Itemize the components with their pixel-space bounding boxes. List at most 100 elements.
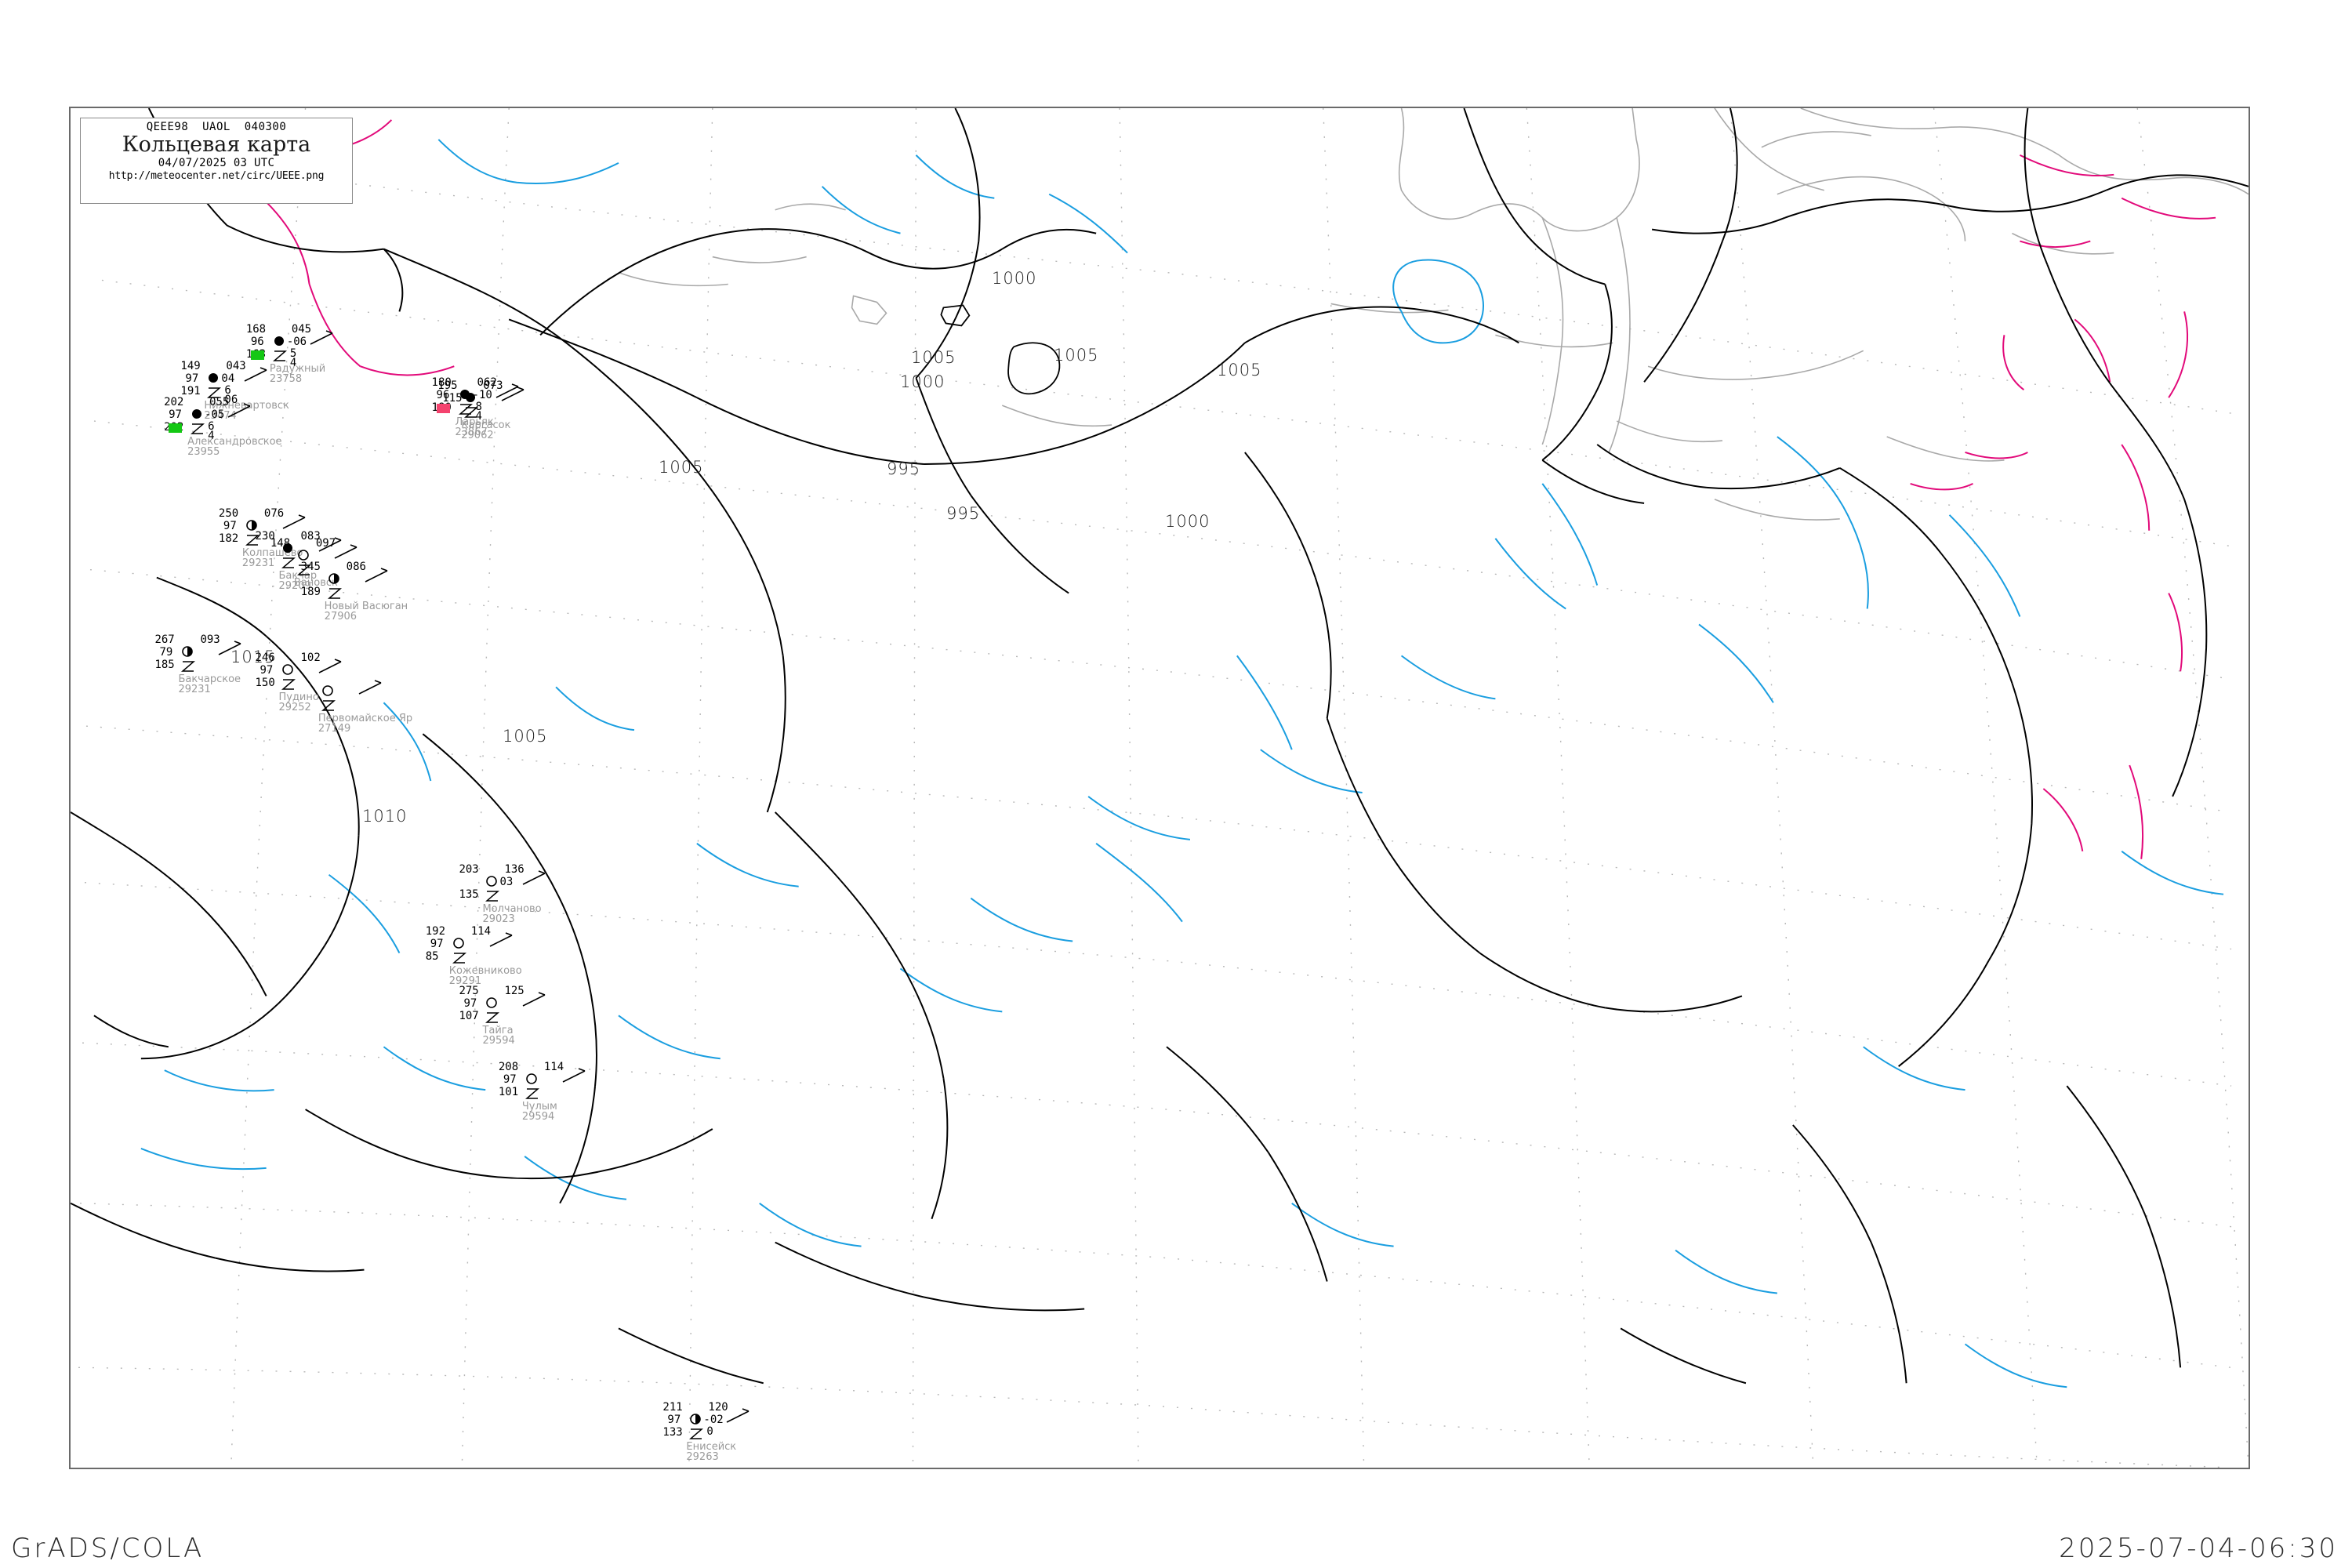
isobar-label: 1000 — [900, 372, 946, 391]
station-name: Пудино — [278, 691, 319, 703]
station-plot[interactable]: 208 114 97 101 Чулым 29594 — [498, 1060, 601, 1123]
station-dewpoint: 101 — [498, 1085, 519, 1098]
station-plot[interactable]: 195 073 115 Каргасок 29062 — [437, 380, 539, 441]
pressure-tendency-icon — [327, 587, 342, 599]
wind-barb-icon — [219, 640, 241, 655]
station-dewpoint: 182 — [218, 532, 239, 545]
station-pressure-change: 04 — [221, 372, 235, 385]
station-precip-code: 5 — [289, 347, 297, 360]
station-id: 23867 — [455, 426, 488, 438]
station-pressure: 062 — [477, 376, 497, 389]
station-visibility: 97 — [185, 372, 199, 385]
isobar-label: 1010 — [362, 807, 408, 826]
station-dewpoint: 133 — [662, 1426, 683, 1439]
station-plot[interactable]: Первомайское Яр 27149 — [295, 673, 412, 735]
ice-edge-layer — [227, 119, 2216, 859]
station-temperature: 208 — [498, 1060, 519, 1073]
station-weather-flag — [250, 350, 264, 360]
title-block: QEEE98 UAOL 040300 Кольцевая карта 04/07… — [80, 118, 353, 204]
station-precip-code: 8 — [475, 400, 482, 413]
station-pressure-change: 03 — [499, 875, 514, 888]
isobar-label: 1005 — [1217, 361, 1262, 379]
coastline-layer — [618, 108, 2249, 521]
cloud-cover-icon — [298, 550, 309, 561]
station-id: 27149 — [318, 723, 351, 735]
cloud-cover-icon — [274, 336, 284, 346]
isobar-label: 1005 — [1054, 346, 1099, 365]
graticule-layer — [78, 108, 2249, 1468]
isobar-label: 1005 — [659, 458, 704, 477]
isobar-label: 1000 — [992, 269, 1037, 288]
station-pressure: 114 — [470, 925, 492, 938]
station-temperature: 345 — [300, 560, 321, 573]
station-pressure: 083 — [300, 529, 321, 543]
station-pressure: 076 — [263, 506, 285, 520]
isobar-label: 995 — [946, 504, 981, 523]
cloud-cover-icon — [246, 519, 257, 531]
pressure-tendency-icon — [191, 423, 205, 434]
station-plot[interactable]: 267 093 79 185 Бакчарское 29231 — [154, 633, 256, 695]
station-dewpoint: 189 — [300, 585, 321, 598]
station-name: Енисейск — [686, 1441, 737, 1454]
station-temperature: 202 — [164, 396, 184, 409]
station-name: Ларьяк — [455, 416, 494, 428]
station-pressure: 093 — [200, 633, 220, 646]
station-name: Вановск — [293, 577, 338, 590]
pressure-tendency-icon — [181, 660, 196, 672]
station-name: Молчаново — [482, 902, 542, 915]
station-precip-code-2: 06 — [224, 393, 238, 406]
station-name: Чулым — [521, 1100, 557, 1112]
station-plot[interactable]: 345 086 189 Новый Васюган 27906 — [300, 560, 408, 622]
station-pressure: 114 — [543, 1060, 564, 1073]
station-plot[interactable]: 211 120 97 -02 133 0 Енисейск 29263 — [662, 1402, 764, 1463]
station-visibility: 97 — [223, 519, 237, 532]
wind-barb-icon — [358, 680, 382, 695]
station-temperature: 275 — [459, 984, 479, 997]
station-id: 29209 — [278, 579, 311, 592]
station-plot[interactable]: 230 083 Бакчар 29209 — [255, 529, 357, 592]
station-id: 29023 — [482, 913, 515, 925]
station-plot[interactable]: 250 076 97 182 Колпашево 29231 — [218, 506, 321, 569]
pressure-tendency-icon — [485, 1012, 500, 1023]
station-temperature: 180 — [431, 376, 452, 389]
station-plot[interactable]: 148 097 Вановск — [270, 538, 372, 594]
station-precip-code: 0 — [706, 1425, 713, 1439]
station-temperature: 230 — [255, 529, 275, 543]
river-layer — [140, 139, 2224, 1388]
station-plot[interactable]: 275 125 97 107 Тайга 29594 — [459, 984, 561, 1047]
station-dewpoint: 150 — [255, 676, 275, 689]
pressure-tendency-icon — [321, 700, 336, 711]
small-contours — [940, 304, 1061, 395]
map-canvas: .coast{fill:none;stroke:#a9a9a9;stroke-w… — [71, 108, 2249, 1468]
map-frame[interactable]: .coast{fill:none;stroke:#a9a9a9;stroke-w… — [69, 107, 2250, 1469]
station-name: Каргасок — [461, 419, 511, 431]
station-plot[interactable]: 192 114 97 85 Кожевниково 29291 — [426, 925, 528, 987]
pressure-tendency-icon — [296, 564, 311, 576]
pressure-tendency-icon — [458, 404, 473, 415]
station-visibility: 96 — [436, 388, 450, 401]
station-precip-code-2: 4 — [208, 430, 215, 443]
station-name: Новый Васюган — [324, 600, 408, 612]
station-precip-code-2: 4 — [475, 409, 482, 423]
cloud-cover-icon — [486, 875, 498, 887]
station-id: 23474 — [204, 409, 237, 422]
station-plot[interactable]: 203 136 03 135 Молчаново 29023 — [459, 862, 561, 925]
wind-barb-icon — [501, 386, 524, 401]
station-id: 27906 — [324, 610, 358, 622]
station-pressure: 097 — [315, 537, 336, 550]
station-pressure: 136 — [504, 862, 524, 876]
cloud-cover-icon — [282, 664, 294, 675]
pressure-tendency-icon — [485, 890, 500, 902]
station-visibility: 97 — [430, 938, 444, 951]
station-weather-flag — [169, 423, 183, 434]
station-pressure-change: -06 — [286, 335, 307, 348]
station-precip-code: 6 — [224, 383, 231, 397]
station-visibility: 97 — [169, 408, 182, 422]
wind-barb-icon — [282, 514, 306, 529]
station-plot[interactable]: 246 102 97 150 Пудино 29252 — [255, 652, 357, 713]
station-temperature: 168 — [245, 322, 267, 336]
